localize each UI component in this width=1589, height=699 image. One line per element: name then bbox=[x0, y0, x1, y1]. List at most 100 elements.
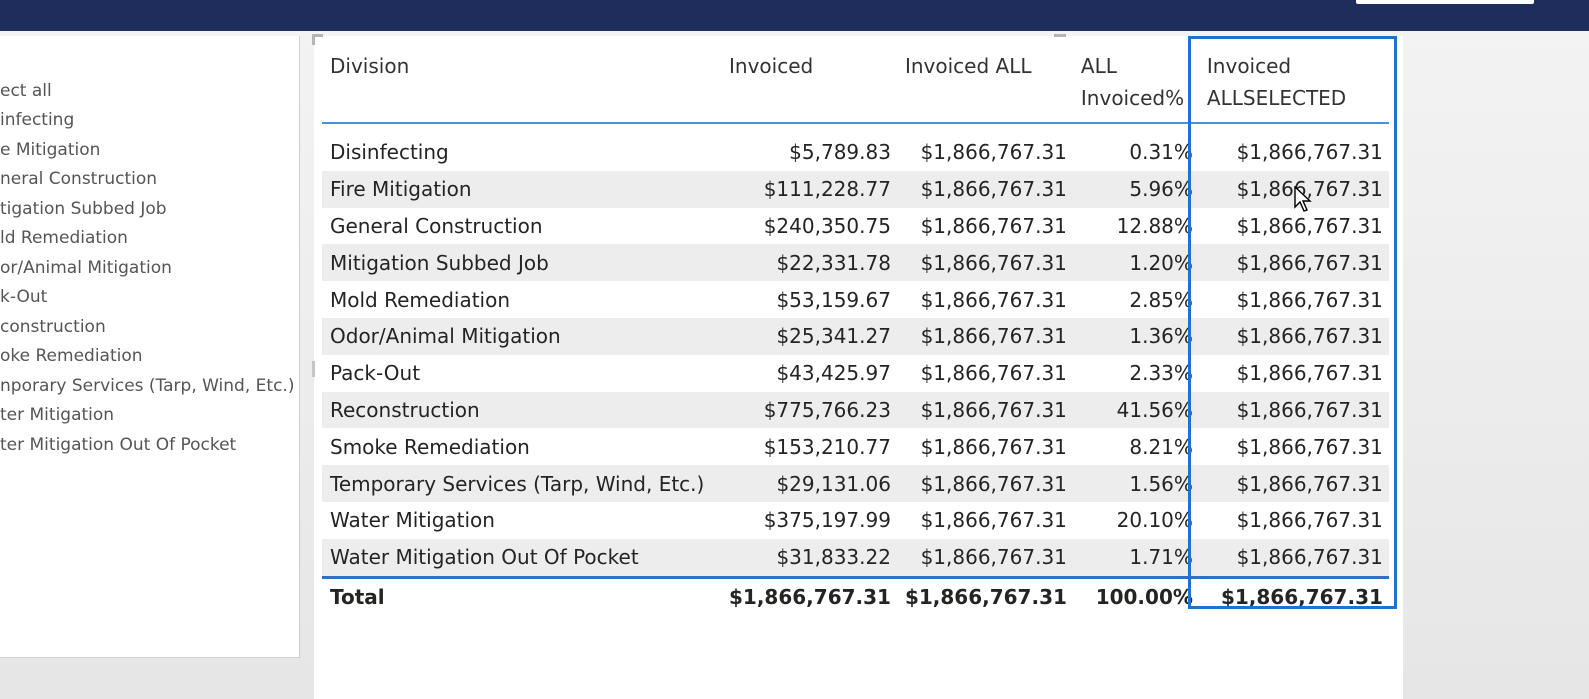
cell-all-invoiced-pct: 1.36% bbox=[1072, 317, 1199, 355]
cell-invoiced: $240,350.75 bbox=[763, 213, 891, 238]
cell-division: Disinfecting bbox=[330, 140, 449, 165]
cell-division: Reconstruction bbox=[322, 391, 721, 429]
total-allselected: $1,866,767.31 bbox=[1198, 575, 1389, 615]
slicer-item[interactable]: e Mitigation bbox=[0, 139, 101, 160]
total-label: Total bbox=[322, 575, 721, 615]
cell-all-invoiced-pct: 12.88% bbox=[1116, 213, 1193, 238]
slicer-item[interactable]: infecting bbox=[0, 110, 75, 131]
header-invoiced[interactable]: Invoiced bbox=[721, 44, 897, 124]
cell-all-invoiced-pct: 1.20% bbox=[1072, 244, 1199, 282]
cell-invoiced-allselected: $1,866,767.31 bbox=[1236, 213, 1383, 238]
cell-invoiced-allselected: $1,866,767.31 bbox=[1198, 170, 1389, 208]
table-row[interactable]: Disinfecting $5,789.83 $1,866,767.31 0.31% $… bbox=[322, 134, 1389, 171]
table-row[interactable]: General Construction $240,350.75 $1,866,76… bbox=[322, 208, 1389, 245]
table-row[interactable]: Pack-Out $43,425.97 $1,866,767.31 2.33% $1,8… bbox=[322, 355, 1389, 392]
table-row[interactable]: Fire Mitigation $111,228.77 $1,866,767.31 5… bbox=[322, 170, 1389, 208]
slicer-item-list: ect all infecting e Mitigation neral Constr… bbox=[0, 76, 294, 460]
cell-all-invoiced-pct: 1.56% bbox=[1072, 465, 1199, 502]
cell-division: Temporary Services (Tarp, Wind, Etc.) bbox=[322, 465, 721, 502]
header-all-invoiced-pct[interactable]: ALL Invoiced% bbox=[1072, 44, 1199, 124]
top-bar-input-box[interactable] bbox=[1356, 0, 1534, 4]
cell-all-invoiced-pct: 41.56% bbox=[1072, 391, 1199, 429]
cell-all-invoiced-pct: 2.85% bbox=[1129, 287, 1193, 312]
cell-invoiced-allselected: $1,866,767.31 bbox=[1236, 361, 1383, 386]
cell-invoiced: $111,228.77 bbox=[721, 170, 897, 208]
table-row[interactable]: Odor/Animal Mitigation $25,341.27 $1,866,7… bbox=[322, 317, 1389, 355]
invoice-table-visual: Division Invoiced Invoiced ALL ALL Invoi… bbox=[312, 34, 1403, 699]
header-all-invoiced-pct-line2: Invoiced% bbox=[1080, 86, 1185, 110]
cell-invoiced: $25,341.27 bbox=[721, 317, 897, 355]
table-row[interactable]: Mold Remediation $53,159.67 $1,866,767.31 2… bbox=[322, 281, 1389, 318]
header-invoiced-allselected-line2: ALLSELECTED bbox=[1206, 86, 1347, 110]
cell-division: Odor/Animal Mitigation bbox=[322, 317, 721, 355]
cell-all-invoiced-pct: 5.96% bbox=[1072, 170, 1199, 208]
cell-division: Fire Mitigation bbox=[322, 170, 721, 208]
cell-invoiced-all: $1,866,767.31 bbox=[896, 244, 1073, 282]
slicer-item[interactable]: construction bbox=[0, 316, 106, 337]
cell-division: General Construction bbox=[330, 213, 543, 238]
cell-invoiced-all: $1,866,767.31 bbox=[920, 361, 1067, 386]
cell-invoiced: $5,789.83 bbox=[789, 140, 891, 165]
slicer-item[interactable]: neral Construction bbox=[0, 169, 158, 190]
cell-invoiced-allselected: $1,866,767.31 bbox=[1236, 287, 1383, 312]
slicer-item[interactable]: ter Mitigation Out Of Pocket bbox=[0, 434, 237, 455]
cell-all-invoiced-pct: 0.31% bbox=[1129, 140, 1193, 165]
cell-invoiced: $43,425.97 bbox=[776, 361, 891, 386]
cell-invoiced-allselected: $1,866,767.31 bbox=[1198, 391, 1389, 429]
table-header-row: Division Invoiced Invoiced ALL ALL Invoi… bbox=[322, 44, 1389, 124]
total-pct: 100.00% bbox=[1072, 575, 1199, 615]
cell-invoiced-allselected: $1,866,767.31 bbox=[1236, 508, 1383, 533]
cell-invoiced-allselected: $1,866,767.31 bbox=[1198, 317, 1389, 355]
cell-invoiced-all: $1,866,767.31 bbox=[896, 170, 1073, 208]
header-all-invoiced-pct-line1: ALL bbox=[1080, 54, 1117, 78]
table-row[interactable]: Water Mitigation Out Of Pocket $31,833.22… bbox=[322, 538, 1389, 578]
cell-invoiced-all: $1,866,767.31 bbox=[896, 317, 1073, 355]
top-bar bbox=[0, 0, 1589, 31]
cell-all-invoiced-pct: 8.21% bbox=[1129, 434, 1193, 459]
slicer-item[interactable]: or/Animal Mitigation bbox=[0, 257, 172, 278]
slicer-item[interactable]: nporary Services (Tarp, Wind, Etc.) bbox=[0, 375, 295, 396]
cell-division: Water Mitigation bbox=[330, 508, 495, 533]
cell-invoiced: $31,833.22 bbox=[721, 538, 897, 578]
header-invoiced-allselected[interactable]: Invoiced ALLSELECTED bbox=[1198, 44, 1389, 124]
cell-invoiced-all: $1,866,767.31 bbox=[896, 391, 1073, 429]
cell-invoiced-allselected: $1,866,767.31 bbox=[1198, 465, 1389, 502]
visual-top-handle[interactable] bbox=[1054, 34, 1066, 37]
header-invoiced-all[interactable]: Invoiced ALL bbox=[896, 44, 1073, 124]
slicer-item[interactable]: ect all bbox=[0, 80, 52, 101]
header-invoiced-allselected-line1: Invoiced bbox=[1206, 54, 1292, 78]
total-invoiced: $1,866,767.31 bbox=[721, 575, 897, 615]
cell-invoiced: $22,331.78 bbox=[721, 244, 897, 282]
cell-division: Pack-Out bbox=[330, 361, 421, 386]
cell-invoiced: $153,210.77 bbox=[763, 434, 891, 459]
visual-side-handle[interactable] bbox=[312, 361, 315, 377]
table-row[interactable]: Smoke Remediation $153,210.77 $1,866,767.3… bbox=[322, 428, 1389, 465]
table-row[interactable]: Temporary Services (Tarp, Wind, Etc.) $29… bbox=[322, 465, 1389, 502]
visual-corner-handle[interactable] bbox=[312, 34, 323, 45]
cell-invoiced: $53,159.67 bbox=[776, 287, 891, 312]
table-row[interactable]: Mitigation Subbed Job $22,331.78 $1,866,76… bbox=[322, 244, 1389, 282]
mouse-pointer-icon bbox=[1294, 186, 1312, 212]
cell-all-invoiced-pct: 20.10% bbox=[1116, 508, 1193, 533]
cell-division: Mold Remediation bbox=[330, 287, 511, 312]
slicer-item[interactable]: ter Mitigation bbox=[0, 405, 115, 426]
slicer-item[interactable]: oke Remediation bbox=[0, 346, 143, 367]
cell-all-invoiced-pct: 2.33% bbox=[1129, 361, 1193, 386]
cell-invoiced-all: $1,866,767.31 bbox=[920, 508, 1067, 533]
cell-invoiced-all: $1,866,767.31 bbox=[920, 213, 1067, 238]
slicer-item[interactable]: k-Out bbox=[0, 287, 48, 308]
slicer-item[interactable]: tigation Subbed Job bbox=[0, 198, 167, 219]
invoice-table: Division Invoiced Invoiced ALL ALL Invoi… bbox=[322, 44, 1389, 615]
cell-invoiced: $29,131.06 bbox=[721, 465, 897, 502]
cell-invoiced-allselected: $1,866,767.31 bbox=[1198, 244, 1389, 282]
slicer-item[interactable]: ld Remediation bbox=[0, 228, 128, 249]
cell-invoiced-allselected: $1,866,767.31 bbox=[1198, 538, 1389, 578]
cell-division: Water Mitigation Out Of Pocket bbox=[322, 538, 721, 578]
cell-invoiced: $775,766.23 bbox=[721, 391, 897, 429]
cell-invoiced-all: $1,866,767.31 bbox=[920, 434, 1067, 459]
table-row[interactable]: Water Mitigation $375,197.99 $1,866,767.31… bbox=[322, 502, 1389, 539]
table-row[interactable]: Reconstruction $775,766.23 $1,866,767.31 41… bbox=[322, 391, 1389, 429]
cell-division: Smoke Remediation bbox=[330, 434, 530, 459]
header-division[interactable]: Division bbox=[322, 44, 721, 124]
